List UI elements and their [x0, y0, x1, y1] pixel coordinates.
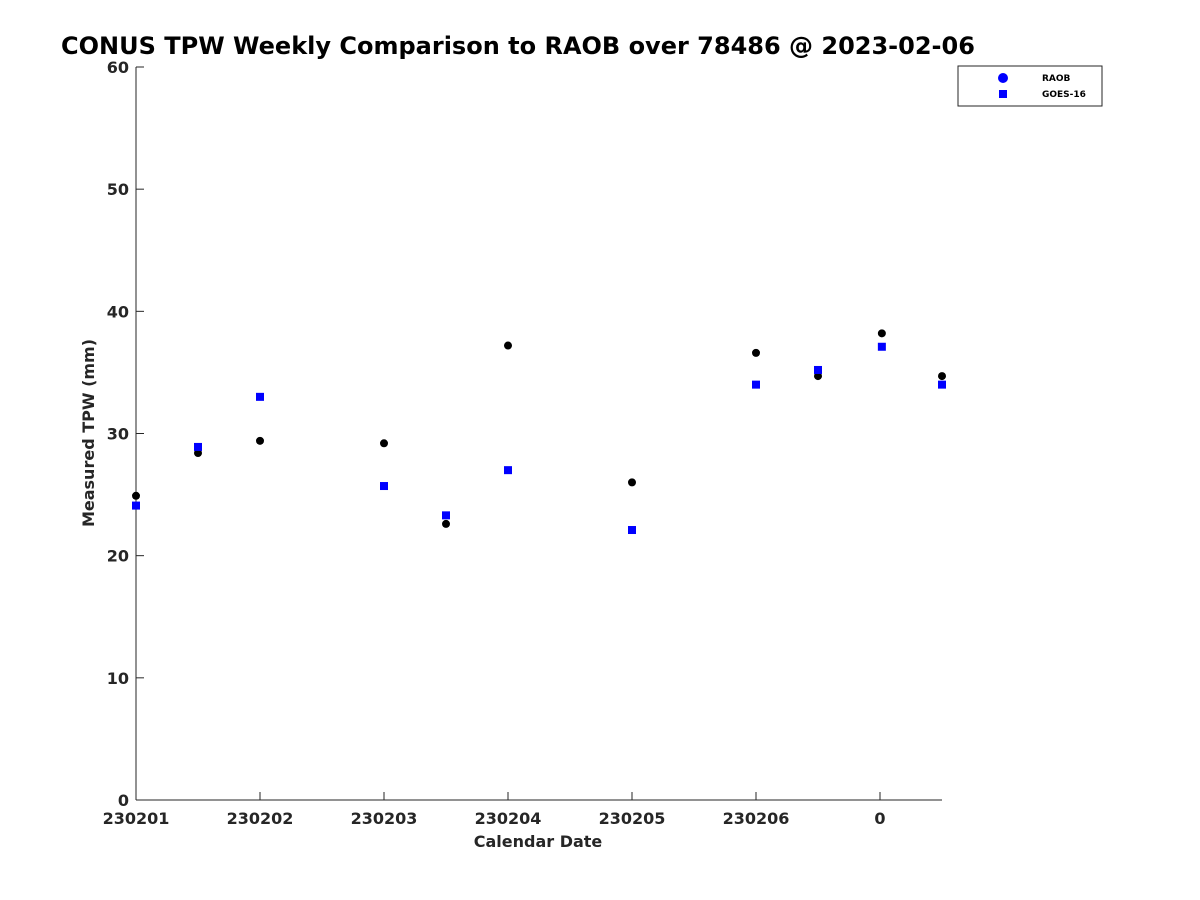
series-raob: [132, 329, 946, 528]
y-tick-label: 10: [107, 669, 129, 688]
y-tick-label: 40: [107, 302, 129, 321]
goes-16-point: [814, 365, 822, 374]
goes-16-point: [752, 380, 760, 389]
goes-16-point: [504, 466, 512, 475]
goes-16-point: [132, 501, 140, 510]
y-tick-label: 0: [118, 791, 129, 810]
x-axis-label: Calendar Date: [474, 832, 603, 851]
raob-point: [256, 436, 264, 445]
legend-label: GOES-16: [1042, 90, 1086, 100]
x-tick-label: 230204: [475, 809, 542, 828]
goes-16-point: [442, 511, 450, 520]
goes-16-point: [256, 392, 264, 401]
raob-point: [938, 372, 946, 381]
raob-point: [504, 341, 512, 350]
x-tick-label: 230202: [227, 809, 294, 828]
raob-point: [442, 519, 450, 528]
y-tick-label: 50: [107, 180, 129, 199]
x-tick-label: 230206: [723, 809, 790, 828]
goes-16-point: [194, 442, 202, 451]
y-tick-label: 30: [107, 425, 129, 444]
y-axis-label: Measured TPW (mm): [79, 339, 98, 527]
legend-goes-16-marker: [999, 90, 1007, 98]
data-marks: [132, 329, 946, 535]
legend-label: RAOB: [1042, 74, 1071, 84]
series-goes-16: [132, 342, 946, 535]
raob-point: [628, 478, 636, 487]
raob-point: [814, 372, 822, 381]
y-tick-label: 60: [107, 58, 129, 77]
x-tick-label: 230203: [351, 809, 418, 828]
raob-point: [752, 348, 760, 357]
legend-box: [957, 65, 1103, 107]
raob-point: [380, 439, 388, 448]
axes: 0 10 20 30 40 50 60 230201 230202 230203 230204 230…: [103, 58, 942, 828]
raob-point: [194, 449, 202, 458]
raob-point: [877, 329, 886, 338]
x-tick-label: 230205: [599, 809, 666, 828]
goes-16-point: [628, 526, 636, 535]
legend: RAOB GOES-16: [957, 65, 1103, 107]
raob-point: [132, 491, 140, 500]
goes-16-point: [938, 380, 946, 389]
goes-16-point: [877, 342, 886, 351]
legend-raob-marker: [998, 73, 1008, 83]
chart-title: CONUS TPW Weekly Comparison to RAOB over…: [61, 32, 975, 60]
y-tick-label: 20: [107, 547, 129, 566]
goes-16-point: [380, 482, 388, 491]
x-tick-label: 0: [874, 809, 885, 828]
x-tick-label: 230201: [103, 809, 170, 828]
